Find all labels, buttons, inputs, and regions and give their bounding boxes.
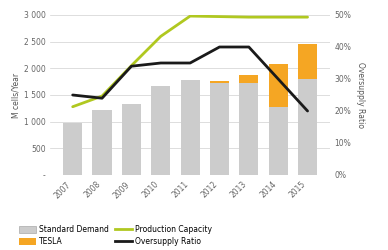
Bar: [92, 110, 112, 175]
Bar: [122, 104, 141, 175]
Bar: [210, 83, 229, 175]
Bar: [239, 83, 258, 175]
Y-axis label: Oversupply Ratio: Oversupply Ratio: [356, 62, 365, 128]
Legend: Standard Demand, TESLA, Production Capacity, Oversupply Ratio: Standard Demand, TESLA, Production Capac…: [19, 225, 212, 246]
Bar: [268, 64, 288, 107]
Bar: [151, 86, 170, 175]
Bar: [180, 80, 200, 175]
Bar: [210, 80, 229, 83]
Bar: [239, 75, 258, 83]
Bar: [298, 44, 317, 79]
Bar: [268, 107, 288, 175]
Bar: [63, 123, 82, 175]
Y-axis label: M cells/Year: M cells/Year: [12, 72, 21, 118]
Bar: [298, 79, 317, 175]
